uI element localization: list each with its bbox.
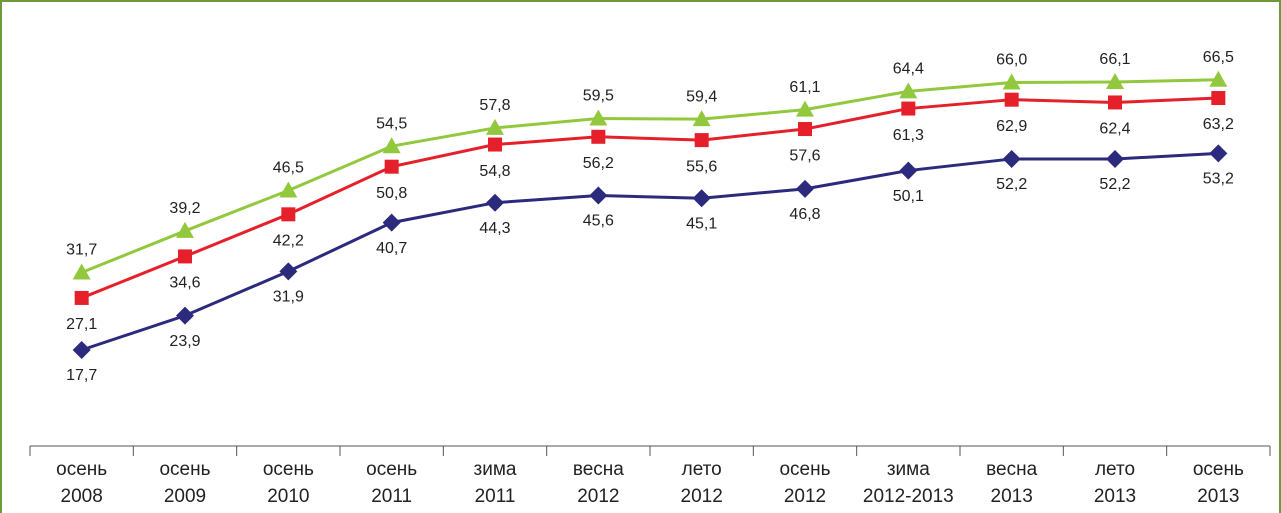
marker bbox=[382, 213, 401, 232]
data-label: 59,4 bbox=[686, 88, 717, 105]
data-label: 66,0 bbox=[996, 52, 1027, 69]
data-label: 50,1 bbox=[893, 188, 924, 205]
data-label: 23,9 bbox=[169, 333, 200, 350]
marker bbox=[176, 221, 194, 238]
data-label: 62,9 bbox=[996, 118, 1027, 135]
data-label: 62,4 bbox=[1099, 121, 1130, 138]
data-label: 17,7 bbox=[66, 367, 97, 384]
marker bbox=[798, 122, 812, 137]
marker bbox=[591, 129, 606, 144]
x-tick-label: осень 2008 bbox=[56, 459, 107, 507]
data-label: 45,1 bbox=[686, 215, 717, 232]
marker bbox=[488, 137, 502, 152]
x-tick-label: осень 2010 bbox=[263, 459, 314, 507]
data-label: 54,5 bbox=[376, 115, 407, 132]
data-label: 66,1 bbox=[1099, 51, 1130, 68]
marker bbox=[1106, 149, 1124, 168]
data-label: 57,6 bbox=[789, 147, 820, 164]
data-label: 61,3 bbox=[893, 127, 924, 144]
marker bbox=[72, 263, 91, 280]
marker bbox=[281, 207, 296, 222]
marker bbox=[796, 100, 814, 117]
data-label: 42,2 bbox=[273, 233, 304, 250]
marker bbox=[72, 340, 91, 359]
marker bbox=[486, 118, 504, 135]
x-tick-label: лето 2013 bbox=[1094, 459, 1136, 507]
data-label: 45,6 bbox=[583, 213, 614, 230]
marker bbox=[1211, 91, 1226, 106]
data-label: 57,8 bbox=[479, 97, 510, 114]
marker bbox=[384, 159, 399, 174]
marker bbox=[1106, 72, 1124, 89]
series-line bbox=[81, 151, 1219, 352]
x-tick-label: осень 2013 bbox=[1193, 459, 1244, 507]
marker bbox=[589, 186, 608, 205]
marker bbox=[486, 193, 504, 212]
x-tick-label: осень 2011 bbox=[366, 459, 417, 507]
marker bbox=[1209, 70, 1228, 87]
marker bbox=[692, 189, 711, 208]
marker bbox=[1108, 95, 1122, 110]
data-label: 50,8 bbox=[376, 185, 407, 202]
data-label: 39,2 bbox=[169, 200, 200, 217]
data-label: 53,2 bbox=[1203, 171, 1234, 188]
x-tick-label: осень 2009 bbox=[159, 459, 210, 507]
marker bbox=[382, 137, 401, 154]
data-label: 34,6 bbox=[169, 275, 200, 292]
data-label: 52,2 bbox=[1099, 176, 1130, 193]
marker bbox=[1002, 149, 1021, 168]
data-label: 63,2 bbox=[1203, 116, 1234, 133]
marker bbox=[1002, 73, 1021, 90]
x-tick-label: весна 2013 bbox=[986, 459, 1037, 507]
marker bbox=[692, 110, 711, 127]
marker bbox=[279, 181, 298, 198]
marker bbox=[796, 179, 814, 198]
data-label: 46,8 bbox=[789, 206, 820, 223]
data-label: 40,7 bbox=[376, 240, 407, 257]
x-tick-label: зима 2012-2013 bbox=[863, 459, 954, 507]
data-label: 55,6 bbox=[686, 158, 717, 175]
data-label: 56,2 bbox=[583, 155, 614, 172]
data-label: 54,8 bbox=[479, 163, 510, 180]
x-tick-label: весна 2012 bbox=[573, 459, 624, 507]
x-tick-label: осень 2012 bbox=[779, 459, 830, 507]
marker bbox=[178, 249, 192, 264]
marker bbox=[899, 82, 918, 99]
marker bbox=[694, 133, 709, 148]
data-label: 27,1 bbox=[66, 316, 97, 333]
marker bbox=[589, 109, 608, 126]
data-label: 59,5 bbox=[583, 88, 614, 105]
marker bbox=[1209, 144, 1228, 163]
marker bbox=[74, 290, 89, 305]
marker bbox=[1004, 92, 1019, 107]
data-label: 46,5 bbox=[273, 160, 304, 177]
series-line bbox=[81, 96, 1219, 300]
marker bbox=[901, 101, 916, 116]
data-label: 64,4 bbox=[893, 61, 924, 78]
marker bbox=[176, 306, 194, 325]
marker bbox=[279, 262, 298, 281]
data-label: 61,1 bbox=[789, 79, 820, 96]
series-line bbox=[81, 78, 1219, 274]
x-tick-label: лето 2012 bbox=[681, 459, 723, 507]
data-label: 31,7 bbox=[66, 242, 97, 259]
marker bbox=[899, 161, 918, 180]
data-label: 44,3 bbox=[479, 220, 510, 237]
data-label: 66,5 bbox=[1203, 49, 1234, 66]
x-tick-label: зима 2011 bbox=[474, 459, 517, 507]
data-label: 52,2 bbox=[996, 176, 1027, 193]
data-label: 31,9 bbox=[273, 289, 304, 306]
